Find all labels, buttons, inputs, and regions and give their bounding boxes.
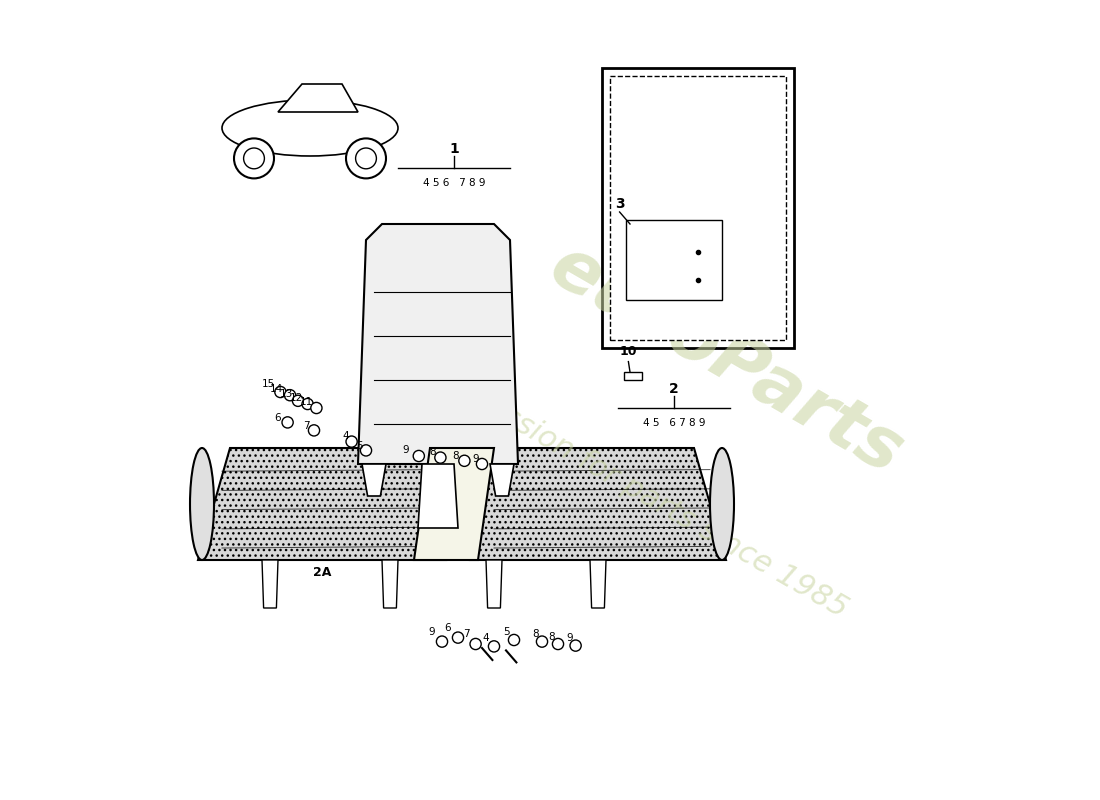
Text: 1: 1 (449, 142, 459, 156)
Polygon shape (382, 560, 398, 608)
Text: 10: 10 (619, 346, 637, 358)
Circle shape (452, 632, 463, 643)
Circle shape (275, 386, 286, 398)
Polygon shape (590, 560, 606, 608)
Text: 14: 14 (270, 384, 283, 394)
Text: 2: 2 (669, 382, 679, 396)
Text: 9: 9 (472, 454, 478, 464)
Circle shape (361, 445, 372, 456)
Text: 15: 15 (262, 379, 275, 389)
Ellipse shape (190, 448, 214, 560)
Circle shape (476, 458, 487, 470)
Polygon shape (278, 84, 358, 112)
Text: 6: 6 (275, 413, 282, 422)
Polygon shape (470, 448, 726, 560)
FancyBboxPatch shape (602, 68, 794, 348)
Text: 11: 11 (299, 397, 312, 406)
Circle shape (285, 390, 296, 401)
Polygon shape (490, 464, 514, 496)
Text: 13: 13 (279, 389, 293, 398)
Circle shape (346, 138, 386, 178)
Circle shape (434, 452, 446, 463)
Text: 9: 9 (428, 627, 435, 637)
Polygon shape (486, 560, 502, 608)
Text: 8: 8 (429, 447, 436, 457)
Circle shape (293, 395, 304, 406)
Circle shape (537, 636, 548, 647)
Text: 7: 7 (463, 630, 470, 639)
Circle shape (308, 425, 320, 436)
Circle shape (355, 148, 376, 169)
Circle shape (234, 138, 274, 178)
Text: 5: 5 (356, 441, 363, 450)
Text: 8: 8 (452, 451, 459, 461)
Text: 9: 9 (566, 634, 573, 643)
Circle shape (552, 638, 563, 650)
Text: 8: 8 (548, 632, 554, 642)
Text: 4 5   6 7 8 9: 4 5 6 7 8 9 (642, 418, 705, 429)
Circle shape (470, 638, 481, 650)
Text: 4: 4 (483, 634, 490, 643)
Polygon shape (418, 464, 458, 528)
Text: 5: 5 (504, 627, 510, 637)
Text: 9: 9 (403, 446, 409, 455)
Text: 6: 6 (444, 623, 451, 633)
Circle shape (570, 640, 581, 651)
Circle shape (282, 417, 294, 428)
FancyBboxPatch shape (625, 372, 642, 380)
Circle shape (508, 634, 519, 646)
Circle shape (311, 402, 322, 414)
Circle shape (488, 641, 499, 652)
Polygon shape (358, 224, 518, 464)
Text: 8: 8 (532, 630, 539, 639)
Text: 3: 3 (615, 197, 625, 211)
Ellipse shape (710, 448, 734, 560)
Text: euroParts: euroParts (537, 231, 915, 489)
Circle shape (302, 398, 313, 410)
Text: 7: 7 (304, 421, 310, 430)
Text: 4: 4 (343, 431, 350, 441)
Text: 12: 12 (289, 393, 302, 402)
Circle shape (459, 455, 470, 466)
Circle shape (243, 148, 264, 169)
FancyBboxPatch shape (626, 220, 722, 300)
Ellipse shape (222, 100, 398, 156)
Text: 4 5 6   7 8 9: 4 5 6 7 8 9 (422, 178, 485, 188)
FancyBboxPatch shape (610, 76, 786, 340)
Text: a passion for parts since 1985: a passion for parts since 1985 (439, 368, 852, 624)
Polygon shape (362, 464, 386, 496)
Polygon shape (262, 560, 278, 608)
Text: 2A: 2A (312, 566, 331, 578)
Circle shape (414, 450, 425, 462)
Polygon shape (198, 448, 446, 560)
Polygon shape (414, 448, 494, 560)
Circle shape (437, 636, 448, 647)
Circle shape (346, 436, 358, 447)
